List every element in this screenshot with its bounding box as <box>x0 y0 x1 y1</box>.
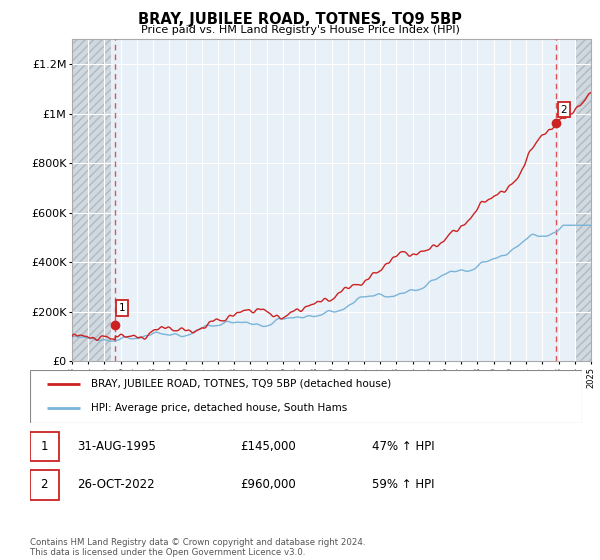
Bar <box>575 39 599 361</box>
Text: BRAY, JUBILEE ROAD, TOTNES, TQ9 5BP (detached house): BRAY, JUBILEE ROAD, TOTNES, TQ9 5BP (det… <box>91 380 391 390</box>
Text: BRAY, JUBILEE ROAD, TOTNES, TQ9 5BP: BRAY, JUBILEE ROAD, TOTNES, TQ9 5BP <box>138 12 462 27</box>
Text: 2: 2 <box>560 105 567 115</box>
Text: HPI: Average price, detached house, South Hams: HPI: Average price, detached house, Sout… <box>91 403 347 413</box>
Bar <box>72 39 111 361</box>
Text: 31-AUG-1995: 31-AUG-1995 <box>77 440 156 453</box>
Text: 2: 2 <box>41 478 48 491</box>
Bar <box>30 432 59 461</box>
Bar <box>30 470 59 500</box>
Text: £960,000: £960,000 <box>240 478 296 491</box>
Text: 47% ↑ HPI: 47% ↑ HPI <box>372 440 435 453</box>
Text: 1: 1 <box>118 303 125 313</box>
Text: 26-OCT-2022: 26-OCT-2022 <box>77 478 155 491</box>
Text: 1: 1 <box>41 440 48 453</box>
Text: 59% ↑ HPI: 59% ↑ HPI <box>372 478 435 491</box>
Text: Price paid vs. HM Land Registry's House Price Index (HPI): Price paid vs. HM Land Registry's House … <box>140 25 460 35</box>
Text: Contains HM Land Registry data © Crown copyright and database right 2024.
This d: Contains HM Land Registry data © Crown c… <box>30 538 365 557</box>
Text: £145,000: £145,000 <box>240 440 296 453</box>
